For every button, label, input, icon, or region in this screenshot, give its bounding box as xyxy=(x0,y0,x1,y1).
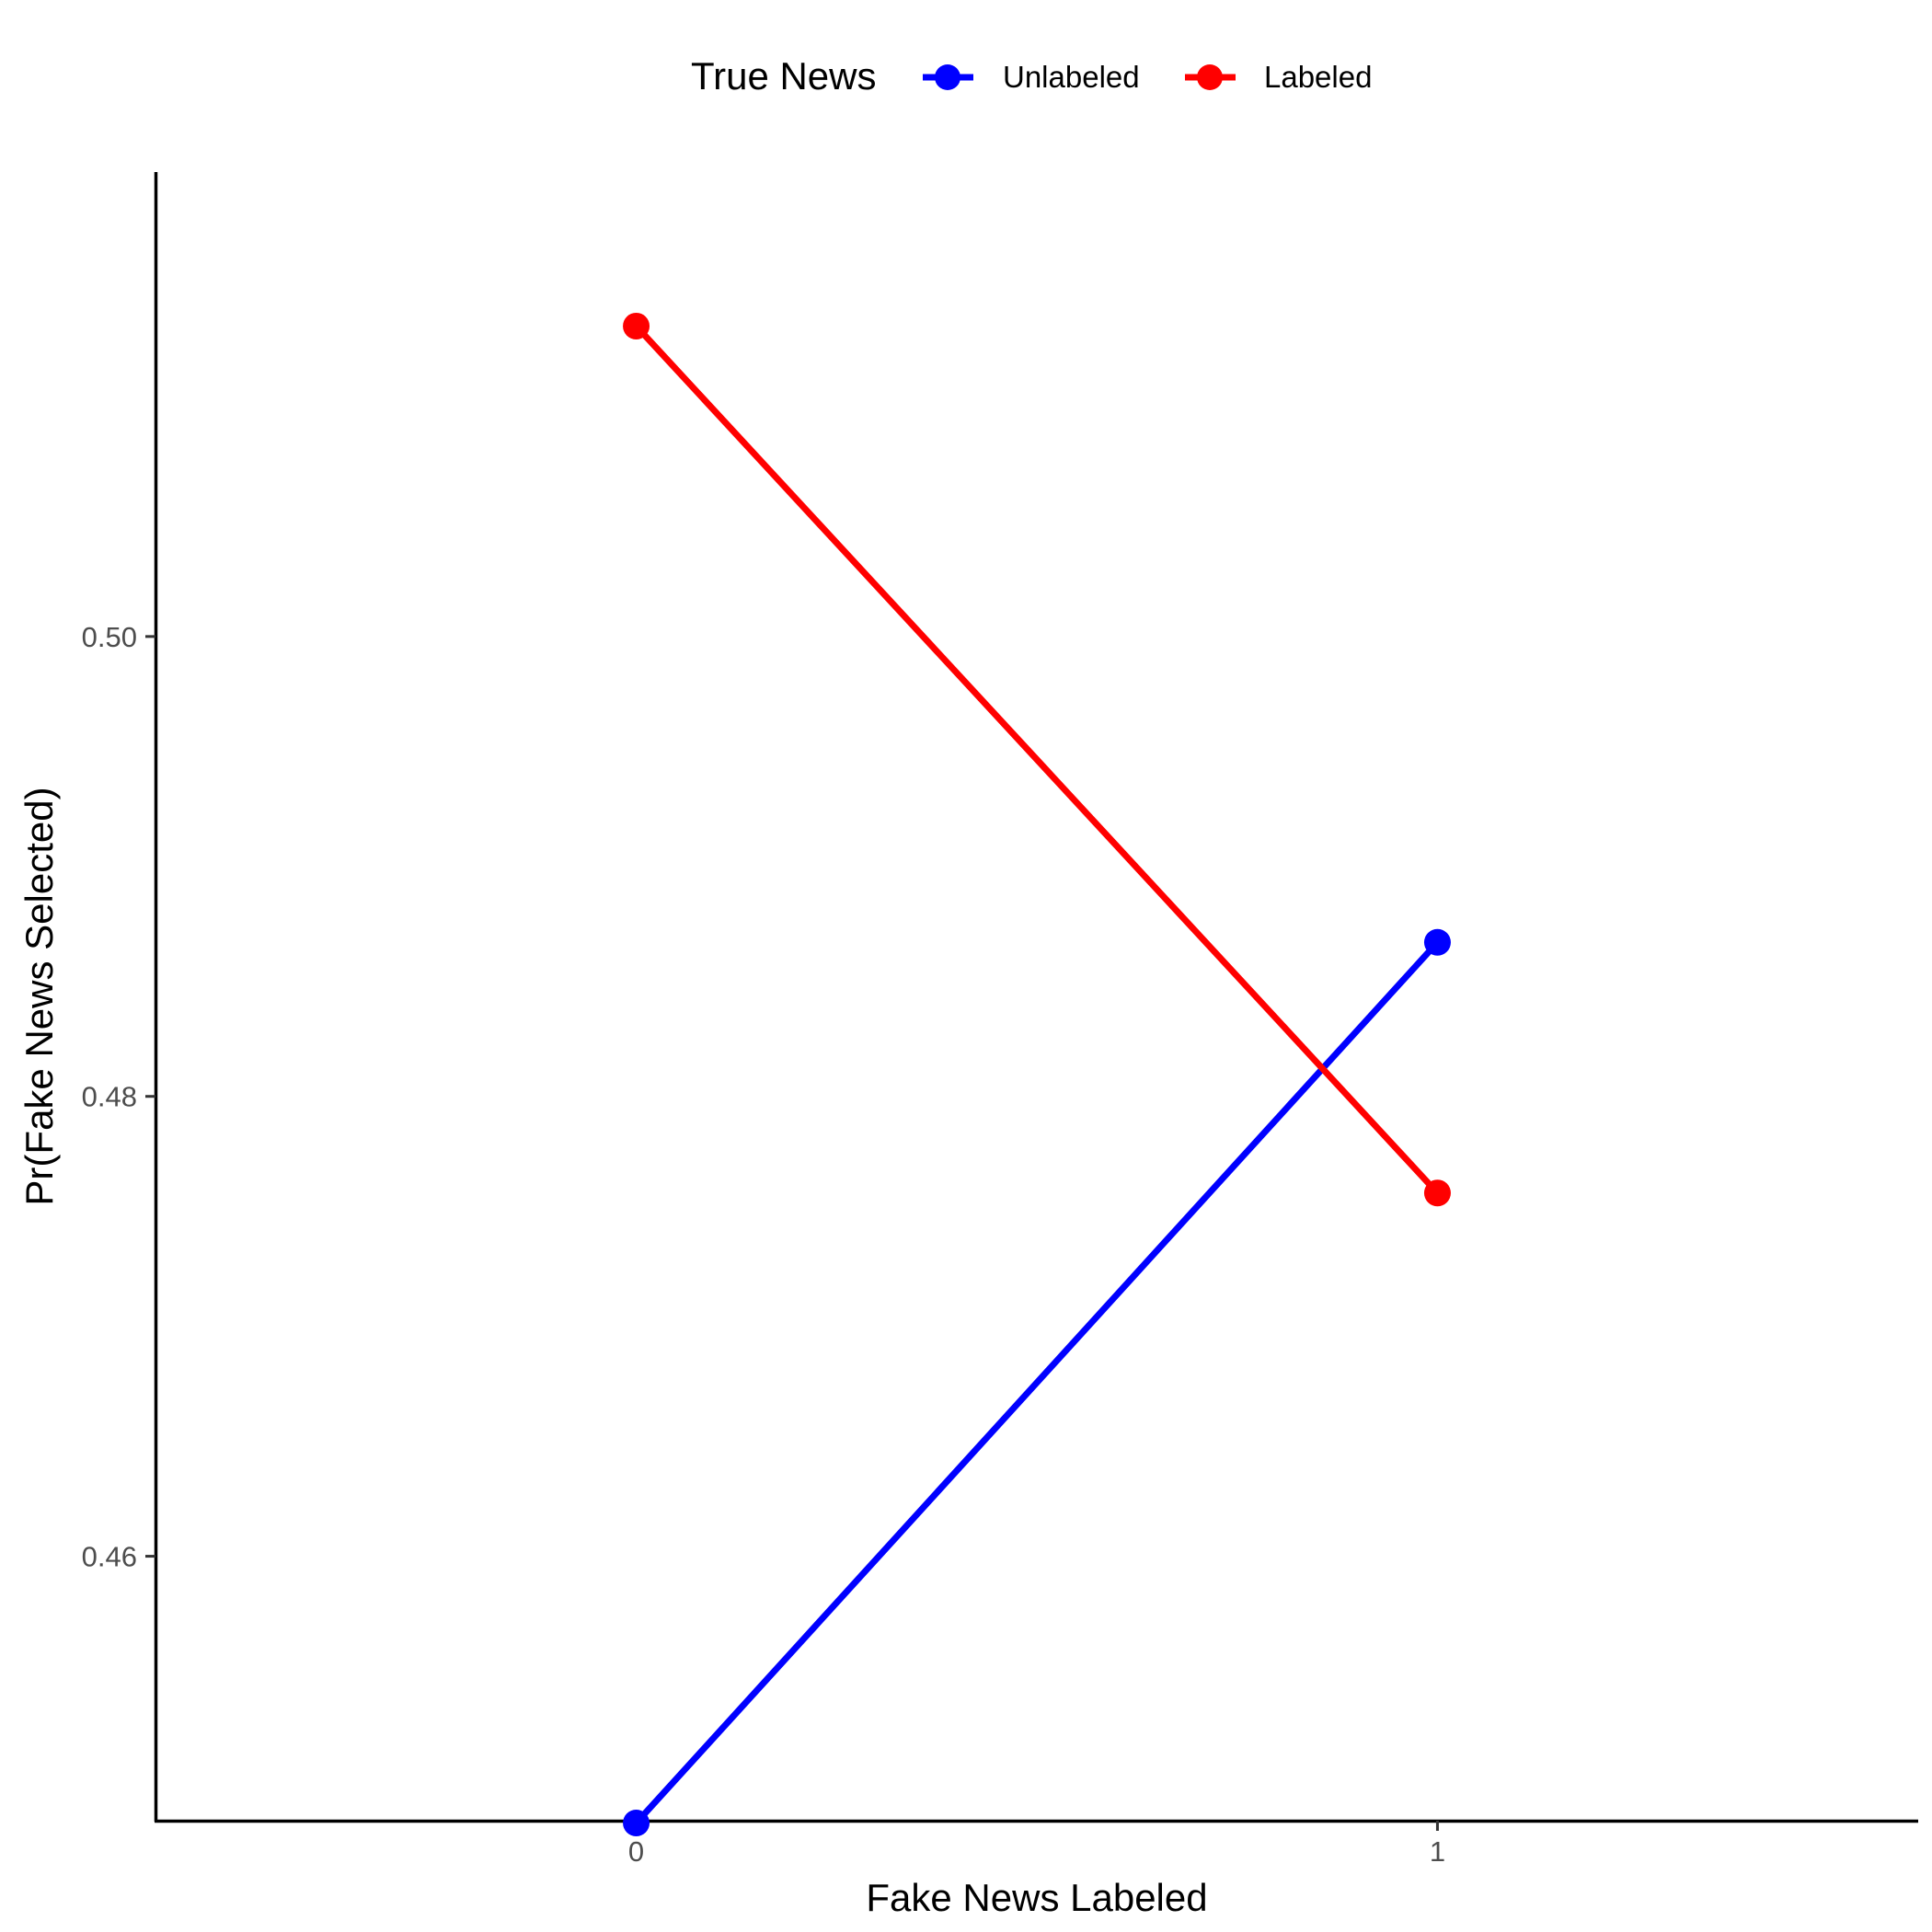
legend-key-point-unlabeled xyxy=(935,64,960,90)
y-tick-label: 0.46 xyxy=(82,1541,137,1573)
legend-item-unlabeled: Unlabeled xyxy=(923,60,1140,94)
legend-title: True News xyxy=(691,54,877,98)
series-line-labeled xyxy=(633,324,1441,1196)
data-point-labeled xyxy=(623,312,650,339)
y-axis-title: Pr(Fake News Selected) xyxy=(17,787,61,1205)
data-point-unlabeled xyxy=(623,1809,650,1836)
data-point-unlabeled xyxy=(1423,928,1451,956)
y-tick-label: 0.48 xyxy=(82,1081,137,1113)
y-tick-label: 0.50 xyxy=(82,621,137,653)
series-line-unlabeled xyxy=(633,939,1441,1825)
legend-label-labeled: Labeled xyxy=(1264,60,1372,94)
data-point-labeled xyxy=(1423,1179,1451,1207)
y-axis-ticks: 0.46 0.48 0.50 xyxy=(82,621,155,1573)
legend-key-point-labeled xyxy=(1197,64,1223,90)
legend-item-labeled: Labeled xyxy=(1185,60,1372,94)
x-axis-title: Fake News Labeled xyxy=(866,1876,1207,1919)
legend-label-unlabeled: Unlabeled xyxy=(1003,60,1140,94)
legend: True News Unlabeled Labeled xyxy=(691,54,1372,98)
x-tick-label: 0 xyxy=(628,1835,644,1868)
series-layer xyxy=(623,312,1451,1836)
x-tick-label: 1 xyxy=(1430,1835,1445,1868)
